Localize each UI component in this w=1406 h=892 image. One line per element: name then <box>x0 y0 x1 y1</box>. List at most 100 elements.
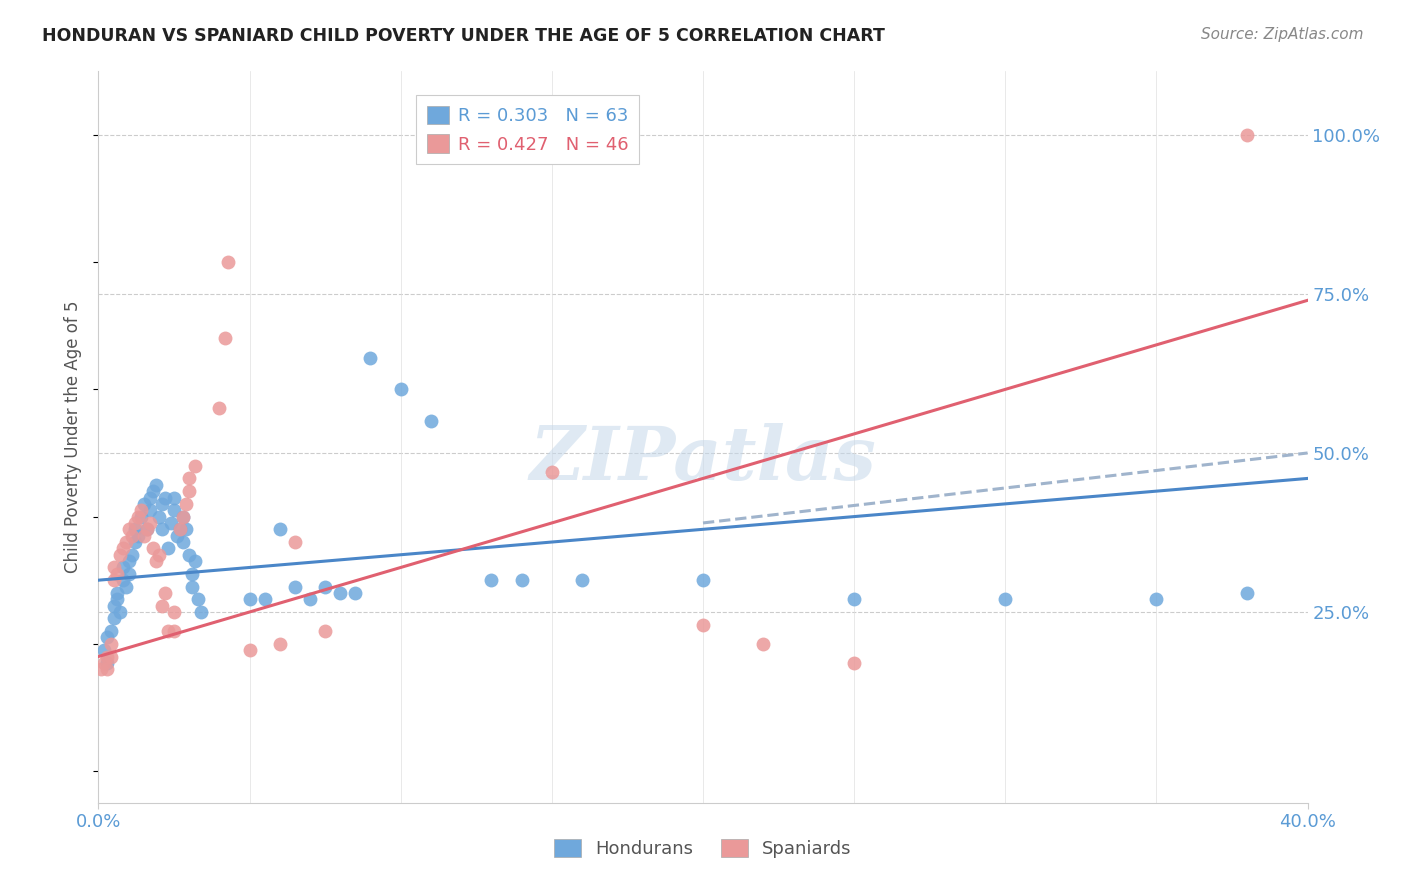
Point <box>571 573 593 587</box>
Point <box>169 522 191 536</box>
Point <box>124 516 146 530</box>
Point <box>150 599 173 613</box>
Point <box>299 592 322 607</box>
Point <box>166 529 188 543</box>
Point <box>420 414 443 428</box>
Point <box>93 656 115 670</box>
Point <box>174 522 197 536</box>
Point <box>145 477 167 491</box>
Point <box>253 592 276 607</box>
Point <box>540 465 562 479</box>
Point <box>179 484 201 499</box>
Point <box>100 637 122 651</box>
Point <box>179 548 201 562</box>
Point <box>111 573 134 587</box>
Text: ZIPatlas: ZIPatlas <box>530 423 876 495</box>
Point <box>156 624 179 638</box>
Point <box>1236 128 1258 142</box>
Point <box>96 662 118 676</box>
Point <box>190 605 212 619</box>
Point <box>132 529 155 543</box>
Point <box>111 541 134 556</box>
Point <box>108 548 131 562</box>
Point <box>329 586 352 600</box>
Point <box>844 592 866 607</box>
Point <box>105 586 128 600</box>
Point <box>1146 592 1168 607</box>
Point <box>314 624 336 638</box>
Point <box>139 503 162 517</box>
Point <box>111 560 134 574</box>
Point <box>103 560 125 574</box>
Point <box>174 497 197 511</box>
Point <box>145 554 167 568</box>
Point <box>142 484 165 499</box>
Point <box>153 491 176 505</box>
Point <box>142 541 165 556</box>
Point <box>118 554 141 568</box>
Point <box>510 573 533 587</box>
Point <box>103 599 125 613</box>
Point <box>121 548 143 562</box>
Point <box>127 529 149 543</box>
Point <box>103 573 125 587</box>
Point <box>135 522 157 536</box>
Point <box>139 491 162 505</box>
Point <box>129 503 152 517</box>
Point <box>96 649 118 664</box>
Point <box>96 631 118 645</box>
Point <box>481 573 503 587</box>
Point <box>124 522 146 536</box>
Point <box>139 516 162 530</box>
Point <box>114 535 136 549</box>
Point <box>100 649 122 664</box>
Point <box>284 580 307 594</box>
Point <box>184 554 207 568</box>
Legend: Hondurans, Spaniards: Hondurans, Spaniards <box>546 830 860 867</box>
Point <box>172 535 194 549</box>
Point <box>269 637 291 651</box>
Point <box>153 586 176 600</box>
Point <box>163 491 186 505</box>
Point <box>148 548 170 562</box>
Point <box>1236 586 1258 600</box>
Point <box>129 509 152 524</box>
Point <box>214 331 236 345</box>
Point <box>121 529 143 543</box>
Text: HONDURAN VS SPANIARD CHILD POVERTY UNDER THE AGE OF 5 CORRELATION CHART: HONDURAN VS SPANIARD CHILD POVERTY UNDER… <box>42 27 884 45</box>
Point <box>163 503 186 517</box>
Point <box>692 617 714 632</box>
Point <box>163 624 186 638</box>
Point <box>344 586 367 600</box>
Point <box>360 351 382 365</box>
Point <box>150 522 173 536</box>
Point <box>96 656 118 670</box>
Text: Source: ZipAtlas.com: Source: ZipAtlas.com <box>1201 27 1364 42</box>
Point <box>169 522 191 536</box>
Point <box>181 580 204 594</box>
Point <box>314 580 336 594</box>
Point <box>108 605 131 619</box>
Point <box>284 535 307 549</box>
Point <box>844 656 866 670</box>
Point <box>184 458 207 473</box>
Point <box>118 522 141 536</box>
Point <box>172 509 194 524</box>
Point <box>100 624 122 638</box>
Point <box>239 643 262 657</box>
Point <box>93 643 115 657</box>
Point <box>217 255 239 269</box>
Point <box>114 580 136 594</box>
Point <box>150 497 173 511</box>
Point <box>90 662 112 676</box>
Point <box>148 509 170 524</box>
Point <box>389 383 412 397</box>
Point <box>103 611 125 625</box>
Point <box>160 516 183 530</box>
Point <box>208 401 231 416</box>
Point <box>187 592 209 607</box>
Point <box>118 566 141 581</box>
Point <box>105 566 128 581</box>
Point <box>172 509 194 524</box>
Point <box>135 522 157 536</box>
